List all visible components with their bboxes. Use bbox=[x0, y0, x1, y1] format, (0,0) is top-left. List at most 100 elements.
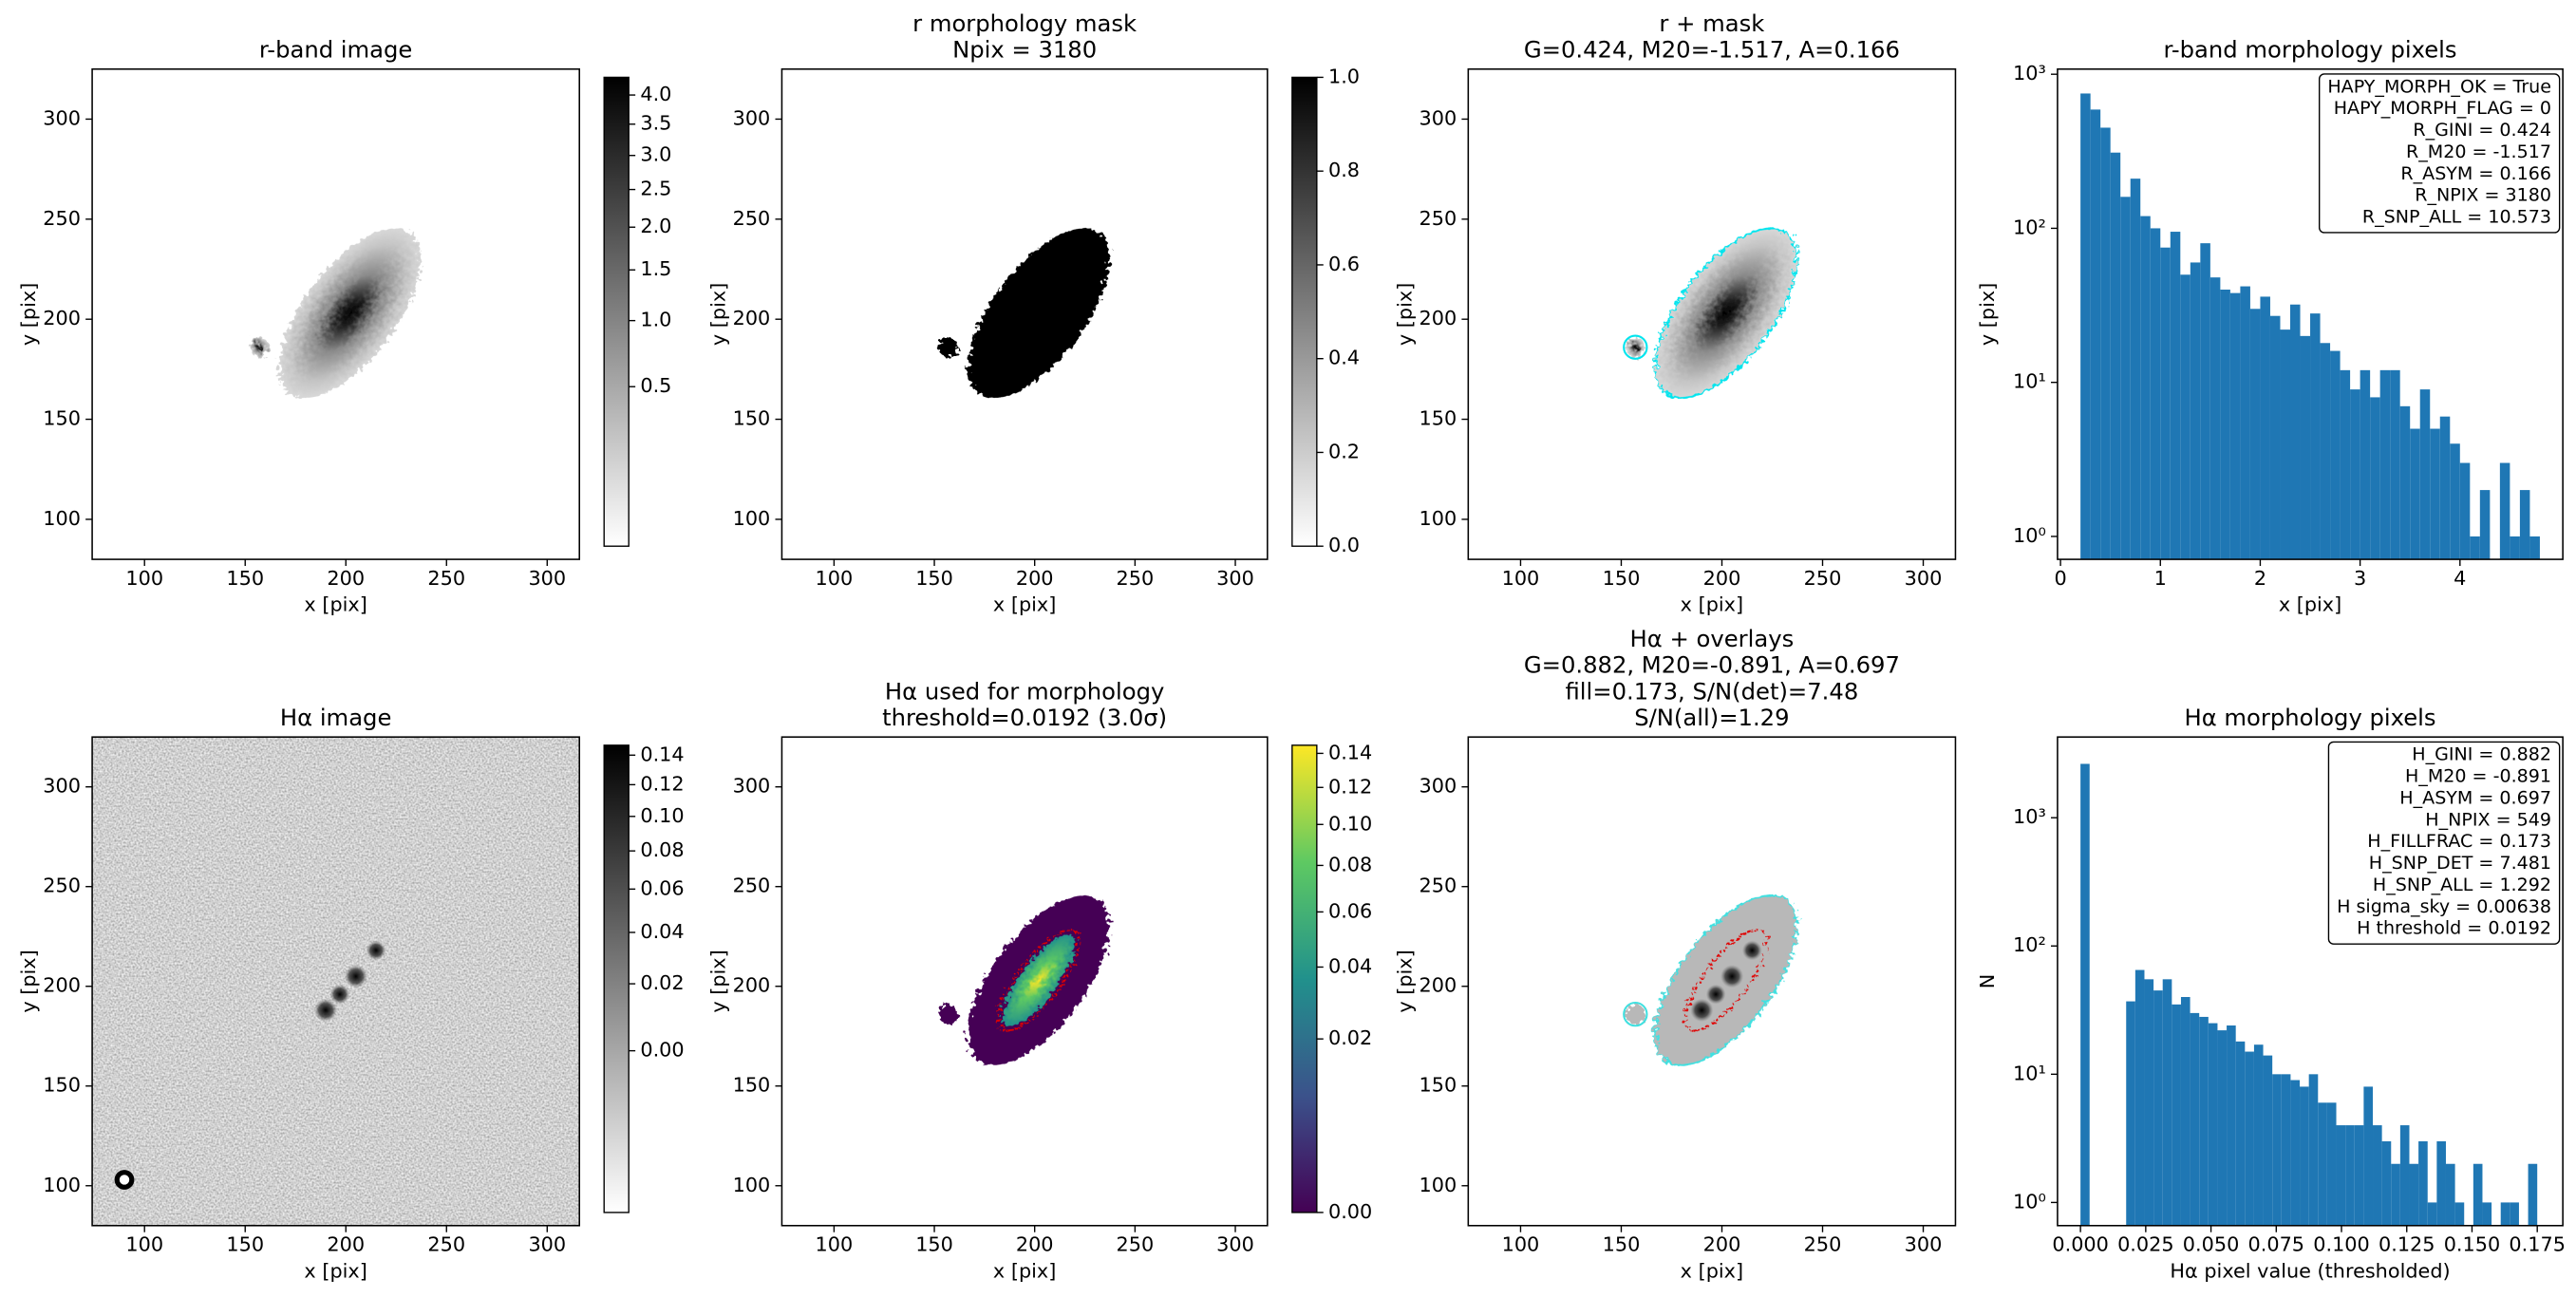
hist-bar bbox=[2340, 369, 2351, 560]
hist-bar bbox=[2245, 1051, 2254, 1226]
hist-bar bbox=[2144, 979, 2154, 1226]
hist-bar bbox=[2170, 232, 2181, 560]
colorbar-tick-label: 2.0 bbox=[640, 215, 671, 237]
x-tick-label: 150 bbox=[1603, 1233, 1641, 1256]
hist-bar bbox=[2373, 1125, 2382, 1226]
hist-bar bbox=[2381, 1140, 2392, 1226]
panel-title: r-band morphology pixels bbox=[2163, 36, 2456, 64]
panel: Hα morphology pixels 0.000 0.025 0.050 0.075… bbox=[1976, 704, 2566, 1282]
hist-bar bbox=[2080, 763, 2090, 1226]
hist-bar bbox=[2308, 1074, 2319, 1226]
x-tick-label: 150 bbox=[226, 567, 264, 590]
hist-bar bbox=[2370, 397, 2380, 560]
hist-bar bbox=[2240, 286, 2250, 560]
panel-title: fill=0.173, S/N(det)=7.48 bbox=[1566, 677, 1859, 705]
x-axis-label: Hα pixel value (thresholded) bbox=[2170, 1259, 2450, 1282]
colorbar-tick-label: 0.10 bbox=[640, 804, 684, 827]
hist-bar bbox=[2110, 152, 2121, 560]
x-tick-label: 250 bbox=[1804, 1233, 1842, 1256]
x-tick-label: 250 bbox=[427, 567, 465, 590]
hist-bar bbox=[2409, 1163, 2419, 1226]
y-axis-label: y [pix] bbox=[1393, 283, 1416, 346]
x-tick-label: 100 bbox=[1502, 1233, 1540, 1256]
hist-bar bbox=[2134, 969, 2145, 1226]
hist-bar bbox=[2470, 536, 2480, 560]
colorbar-tick-label: 0.12 bbox=[640, 772, 684, 795]
x-tick-label: 150 bbox=[915, 1233, 953, 1256]
noise-background bbox=[92, 737, 580, 1226]
image bbox=[249, 228, 422, 399]
hist-bar bbox=[2153, 990, 2163, 1226]
hist-bar bbox=[2360, 369, 2371, 560]
y-axis-label: y [pix] bbox=[17, 283, 40, 346]
x-axis-label: x [pix] bbox=[304, 1259, 367, 1282]
ha-knot bbox=[1690, 998, 1714, 1023]
colorbar-tick-label: 0.10 bbox=[1328, 812, 1372, 835]
x-tick-label: 300 bbox=[1905, 1233, 1943, 1256]
hist-bar bbox=[2290, 1080, 2301, 1226]
colorbar-tick-label: 0.6 bbox=[1328, 253, 1360, 275]
hist-bar bbox=[2427, 1202, 2437, 1226]
star-core bbox=[119, 1175, 130, 1185]
x-tick-label: 200 bbox=[1703, 567, 1741, 590]
x-tick-label: 300 bbox=[1905, 567, 1943, 590]
axes-frame bbox=[2057, 736, 2564, 1227]
hist-bar bbox=[2272, 1074, 2282, 1226]
x-axis-label: x [pix] bbox=[1681, 1259, 1743, 1282]
y-axis-label: y [pix] bbox=[17, 950, 40, 1012]
y-axis-label: y [pix] bbox=[1393, 950, 1416, 1012]
hist-bar bbox=[2436, 1140, 2446, 1226]
ha-knot bbox=[366, 940, 386, 961]
x-tick-label: 2 bbox=[2254, 567, 2266, 590]
y-axis-label: y [pix] bbox=[707, 950, 730, 1012]
hist-bar bbox=[2318, 1102, 2327, 1226]
panel-title: Hα morphology pixels bbox=[2184, 704, 2435, 731]
colorbar bbox=[603, 76, 630, 547]
y-tick-label: 100 bbox=[1420, 507, 1457, 530]
colorbar-tick-label: 0.14 bbox=[640, 743, 684, 765]
colorbar-tick-label: 3.5 bbox=[640, 112, 671, 135]
x-tick-label: 300 bbox=[1216, 567, 1254, 590]
galaxy-light bbox=[1655, 228, 1797, 399]
y-tick-label: 100 bbox=[43, 507, 81, 530]
x-tick-label: 250 bbox=[1117, 567, 1155, 590]
hist-bar bbox=[2399, 405, 2411, 560]
hist-bar bbox=[2180, 997, 2191, 1226]
hist-bar bbox=[2281, 1074, 2291, 1226]
y-tick-label: 10¹ bbox=[2013, 370, 2046, 393]
x-tick-label: 200 bbox=[327, 567, 365, 590]
panel: r-band image 100 150 200 250 300 100 150 200 250 3… bbox=[17, 36, 671, 616]
panel: Hα image 100 150 200 250 300 100 150 200 250 300 x … bbox=[17, 704, 684, 1282]
colorbar-tick-label: 0.4 bbox=[1328, 347, 1360, 369]
annotation-line: R_NPIX = 3180 bbox=[2415, 185, 2551, 206]
x-tick-label: 1 bbox=[2154, 567, 2167, 590]
x-tick-label: 0.125 bbox=[2379, 1233, 2435, 1256]
annotation-line: H_GINI = 0.882 bbox=[2412, 744, 2551, 765]
hist-bar bbox=[2336, 1125, 2346, 1226]
y-tick-label: 10³ bbox=[2013, 62, 2046, 85]
mask-contour bbox=[1684, 929, 1768, 1032]
hist-bar bbox=[2289, 304, 2301, 560]
hist-bar bbox=[2399, 1125, 2410, 1226]
x-tick-label: 300 bbox=[1216, 1233, 1254, 1256]
ha-knot bbox=[344, 965, 367, 988]
ha-knot bbox=[1720, 965, 1744, 988]
axes-frame bbox=[1467, 67, 1957, 560]
hist-bar bbox=[2126, 1001, 2135, 1226]
mask-contour bbox=[1654, 894, 1798, 1066]
x-tick-label: 0.000 bbox=[2052, 1233, 2109, 1256]
y-tick-label: 300 bbox=[733, 775, 771, 798]
axes-frame bbox=[2057, 67, 2564, 560]
x-tick-label: 150 bbox=[226, 1233, 264, 1256]
colorbar-tick-label: 0.12 bbox=[1328, 775, 1372, 798]
x-tick-label: 100 bbox=[1502, 567, 1540, 590]
companion bbox=[1625, 1004, 1645, 1025]
colorbar-tick-label: 0.06 bbox=[1328, 899, 1372, 922]
hist-bar bbox=[2180, 274, 2191, 560]
hist-bar bbox=[2320, 343, 2331, 560]
companion bbox=[1625, 337, 1645, 358]
hist-bar bbox=[2280, 329, 2290, 560]
annotation-box bbox=[2318, 73, 2561, 234]
